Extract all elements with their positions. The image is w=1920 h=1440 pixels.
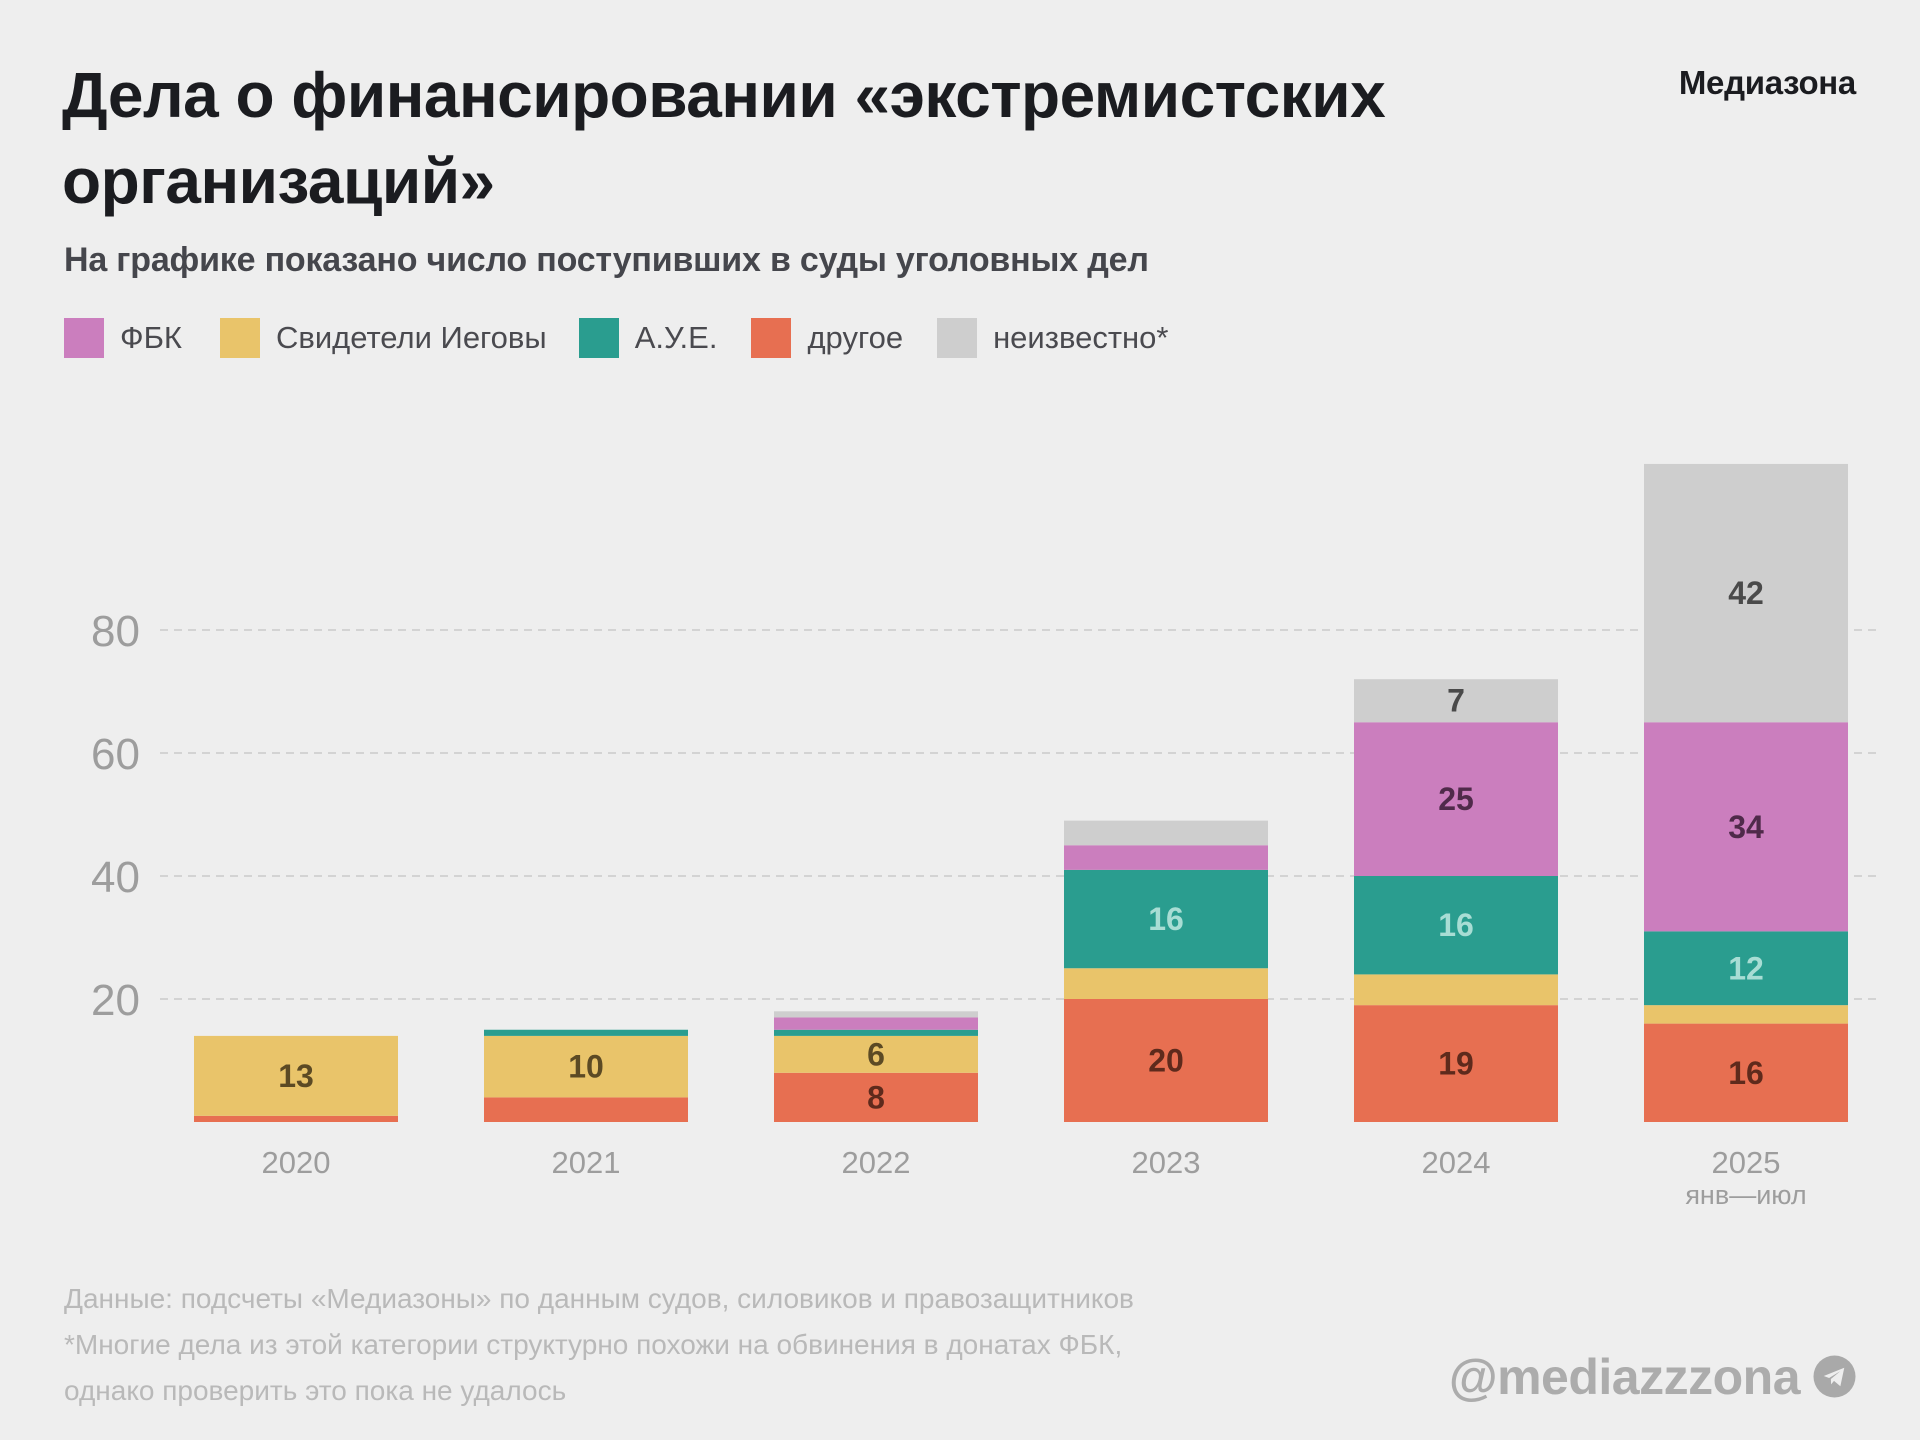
bar-segment-unknown [774,1011,978,1018]
bar-2020: 13 [194,1035,398,1122]
bar-segment-other [194,1115,398,1122]
bar-segment-jw [1644,1005,1848,1024]
x-tick-label: 2025 [1712,1145,1781,1180]
bar-2024: 19 16 25 7 [1354,679,1558,1122]
title-line-1: Дела о финансировании «экстремистских [62,59,1386,131]
legend-swatch-unknown [937,318,978,358]
bar-segment-unknown [1064,820,1268,846]
bar-segment-jw [1354,974,1558,1006]
bar-segment-other [1064,999,1268,1122]
bar-2025: 16 12 34 42 [1644,463,1848,1122]
x-tick-label: 2024 [1422,1145,1491,1180]
bar-segment-other [484,1097,688,1122]
footnote-line-1: *Многие дела из этой категории структурн… [64,1329,1123,1360]
bar-segment-other [1644,1023,1848,1122]
x-tick-label: 2022 [842,1145,911,1180]
legend-label-jw: Свидетели Иеговы [275,320,547,355]
legend-swatch-aue [578,318,619,358]
legend-label-aue: А.У.Е. [634,320,718,355]
telegram-handle: @mediazzzona [1448,1349,1801,1405]
bar-segment-aue [484,1029,688,1036]
bar-segment-aue [1644,931,1848,1006]
bar-segment-unknown [1644,463,1848,723]
chart-subtitle: На графике показано число поступивших в … [64,241,1149,279]
legend-item-unknown: неизвестно* [937,318,1168,358]
x-tick-label: 2021 [552,1145,621,1180]
source-note: Данные: подсчеты «Медиазоны» по данным с… [64,1283,1134,1314]
bar-segment-jw [774,1035,978,1073]
x-tick-label: 2023 [1132,1145,1201,1180]
y-axis-ticks: 20 40 60 80 [91,607,140,1025]
bar-segment-aue [1354,876,1558,975]
gridlines [160,629,1880,1000]
data-label-jw: 10 [568,1049,604,1085]
legend-item-fbk: ФБК [64,318,182,358]
telegram-icon [1813,1355,1856,1398]
y-tick-label: 20 [91,976,140,1025]
data-label-other: 19 [1438,1046,1474,1082]
legend: ФБК Свидетели Иеговы А.У.Е. другое неизв… [64,318,1198,358]
bar-segment-jw [484,1035,688,1098]
bar-2021: 10 [484,1029,688,1122]
x-tick-label: 2020 [262,1145,331,1180]
bar-segment-other [1354,1005,1558,1122]
legend-label-other: другое [807,320,904,355]
bar-segment-fbk [774,1017,978,1030]
bar-segment-unknown [1354,679,1558,723]
data-label-other: 20 [1148,1043,1184,1079]
legend-swatch-fbk [64,318,104,358]
data-label-other: 16 [1728,1055,1764,1091]
data-label-jw: 6 [867,1036,885,1072]
legend-item-other: другое [751,318,903,358]
legend-label-fbk: ФБК [120,320,182,355]
bar-segment-other [774,1072,978,1122]
bar-segment-aue [774,1029,978,1036]
data-label-fbk: 34 [1728,809,1764,845]
chart-title: Дела о финансировании «экстремистских ор… [62,52,1562,224]
legend-item-aue: А.У.Е. [578,318,718,358]
legend-swatch-other [751,318,792,358]
brand-logo: Медиазона [1678,64,1856,101]
legend-swatch-jw [219,318,260,358]
data-label-unknown: 42 [1728,575,1764,611]
y-tick-label: 80 [91,607,140,656]
bar-segment-aue [1064,869,1268,969]
data-label-aue: 16 [1438,907,1474,943]
title-line-2: организаций» [62,145,495,217]
bar-segment-fbk [1064,845,1268,870]
bar-segment-fbk [1644,722,1848,932]
legend-label-unknown: неизвестно* [993,320,1169,355]
data-label-jw: 13 [278,1058,314,1094]
data-label-aue: 16 [1148,901,1184,937]
y-tick-label: 60 [91,730,140,779]
data-label-aue: 12 [1728,950,1764,986]
y-tick-label: 40 [91,853,140,902]
x-tick-sublabel: янв—июл [1685,1180,1806,1210]
footer-notes: Данные: подсчеты «Медиазоны» по данным с… [64,1276,1134,1414]
data-label-other: 8 [867,1079,885,1115]
bar-2022: 86 [774,1011,978,1122]
data-label-fbk: 25 [1438,781,1474,817]
bar-segment-fbk [1354,722,1558,876]
bar-segment-jw [194,1035,398,1116]
footnote-line-2: однако проверить это пока не удалось [64,1375,567,1406]
data-label-unknown: 7 [1447,683,1465,719]
legend-item-jw: Свидетели Иеговы [219,318,547,358]
bar-segment-jw [1064,968,1268,999]
